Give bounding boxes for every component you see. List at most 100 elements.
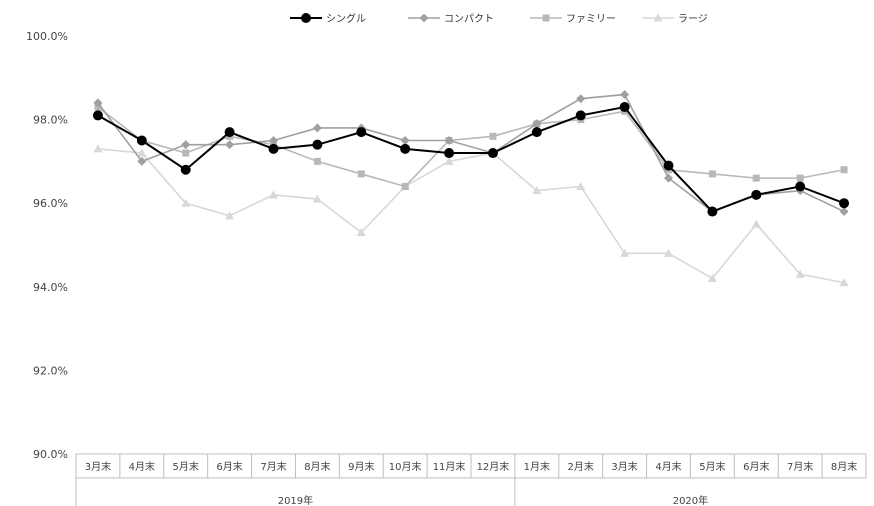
- x-tick-label: 2月末: [568, 460, 594, 473]
- series-line: [97, 105, 845, 213]
- legend-item: コンパクト: [408, 13, 494, 25]
- data-point: [356, 127, 367, 138]
- data-point: [269, 190, 278, 199]
- x-tick-label: 3月末: [85, 460, 111, 473]
- data-point: [620, 248, 630, 257]
- data-point: [840, 166, 848, 174]
- x-axis-ticks: 2019年 2020年 3月末 4月末 5月末 6月末 7月末 8月末 9月末 10月末 11月末 1…: [85, 460, 857, 506]
- legend-swatch-marker: [419, 13, 429, 23]
- data-point: [268, 143, 279, 154]
- year-label: 2019年: [278, 494, 313, 506]
- data-point: [312, 194, 322, 203]
- data-point: [663, 160, 674, 171]
- data-point: [444, 148, 455, 159]
- data-point: [136, 135, 147, 146]
- legend-label: ラージ: [678, 13, 708, 25]
- data-point: [532, 119, 542, 129]
- data-point: [312, 123, 322, 133]
- data-point: [487, 148, 498, 159]
- data-point: [137, 156, 147, 166]
- data-point: [181, 198, 191, 207]
- data-point: [576, 181, 586, 190]
- legend-item: シングル: [290, 12, 366, 25]
- data-point: [619, 102, 630, 113]
- x-tick-label: 10月末: [389, 460, 422, 473]
- data-point: [752, 174, 760, 182]
- series-1: [92, 102, 850, 217]
- legend-label: シングル: [326, 12, 366, 25]
- legend-item: ラージ: [642, 13, 708, 25]
- x-tick-label: 7月末: [260, 460, 286, 473]
- data-point: [839, 278, 849, 287]
- data-point: [401, 182, 409, 190]
- data-point: [664, 173, 673, 183]
- data-point: [664, 248, 673, 257]
- y-tick-label: 90.0%: [33, 448, 68, 461]
- data-point: [92, 110, 103, 121]
- year-label: 2020年: [673, 494, 708, 506]
- axes: [75, 453, 867, 506]
- x-tick-label: 6月末: [216, 460, 242, 473]
- y-tick-label: 98.0%: [33, 114, 68, 127]
- data-point: [444, 156, 454, 165]
- x-tick-label: 4月末: [129, 460, 155, 473]
- data-point: [357, 170, 365, 178]
- data-point: [181, 140, 191, 150]
- legend-swatch-marker: [653, 13, 663, 22]
- data-point: [400, 136, 410, 145]
- data-point: [93, 98, 103, 108]
- y-tick-label: 100.0%: [26, 30, 68, 43]
- legend-label: ファミリー: [566, 14, 616, 25]
- y-tick-label: 96.0%: [33, 197, 68, 210]
- series-line: [97, 148, 845, 284]
- data-point: [180, 164, 191, 175]
- legend-item: ファミリー: [530, 14, 616, 25]
- legend-swatch-marker: [542, 14, 550, 22]
- data-point: [531, 127, 542, 138]
- data-point: [751, 189, 762, 200]
- data-point: [224, 127, 235, 138]
- data-point: [225, 211, 235, 220]
- data-point: [707, 273, 717, 282]
- series-group: [92, 90, 850, 287]
- x-tick-label: 6月末: [743, 460, 769, 473]
- data-point: [444, 136, 454, 145]
- x-tick-label: 5月末: [173, 460, 199, 473]
- x-tick-label: 4月末: [655, 460, 681, 473]
- legend-swatch-marker: [301, 13, 311, 23]
- series-4: [93, 144, 849, 287]
- data-point: [707, 206, 718, 217]
- data-point: [839, 207, 849, 217]
- data-point: [269, 136, 278, 145]
- data-point: [225, 140, 235, 150]
- y-tick-label: 92.0%: [33, 364, 68, 377]
- data-point: [400, 143, 411, 154]
- legend-label: コンパクト: [444, 13, 494, 25]
- x-tick-label: 1月末: [524, 460, 550, 473]
- data-point: [182, 149, 190, 157]
- data-point: [620, 90, 630, 100]
- x-tick-label: 7月末: [787, 460, 813, 473]
- y-tick-label: 94.0%: [33, 281, 68, 294]
- x-tick-label: 12月末: [477, 460, 510, 473]
- x-tick-label: 9月末: [348, 460, 374, 473]
- data-point: [795, 181, 806, 192]
- data-point: [708, 170, 716, 178]
- x-tick-label: 5月末: [699, 460, 725, 473]
- data-point: [312, 139, 323, 150]
- data-point: [137, 148, 147, 157]
- x-tick-label: 8月末: [304, 460, 330, 473]
- data-point: [313, 157, 321, 165]
- data-point: [489, 132, 497, 140]
- data-point: [93, 144, 103, 153]
- data-point: [751, 219, 761, 228]
- data-point: [795, 269, 805, 278]
- y-axis-ticks: 100.0% 98.0% 96.0% 94.0% 92.0% 90.0%: [26, 30, 68, 461]
- x-tick-label: 11月末: [433, 460, 466, 473]
- data-point: [796, 174, 804, 182]
- x-tick-label: 3月末: [611, 460, 637, 473]
- data-point: [575, 110, 586, 121]
- data-point: [532, 186, 542, 195]
- data-point: [576, 94, 586, 104]
